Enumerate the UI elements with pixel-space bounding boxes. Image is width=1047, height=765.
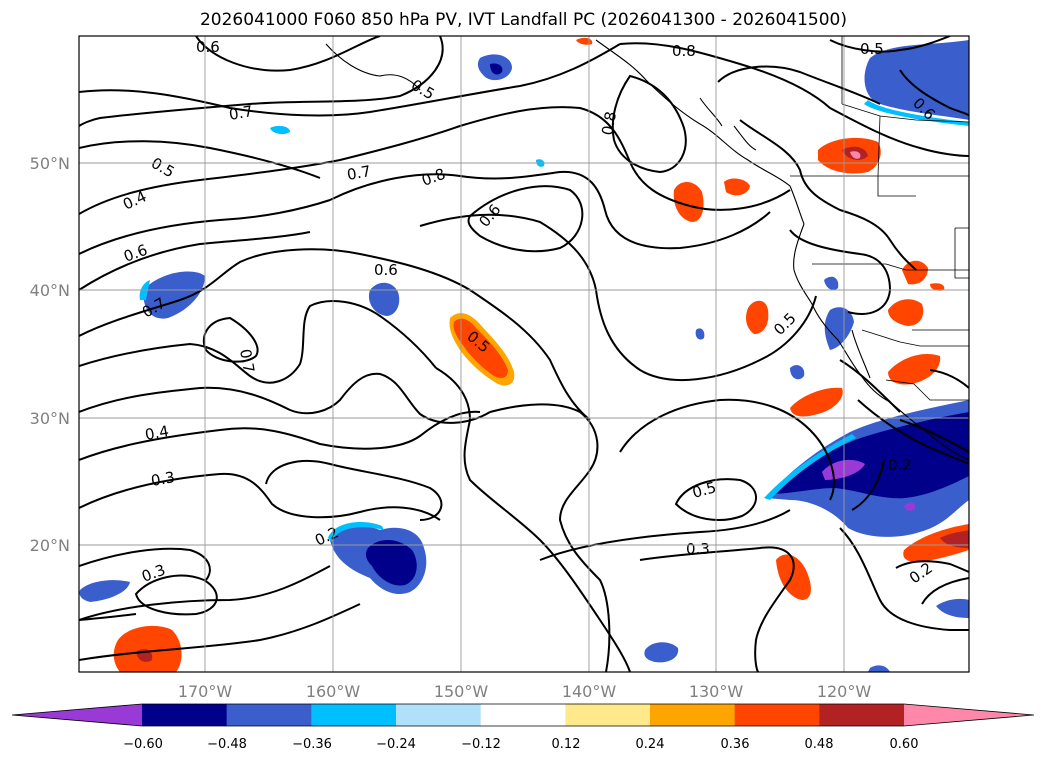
- colorbar-tick-label: 0.36: [721, 737, 750, 752]
- colorbar: [11, 703, 1035, 727]
- contour-label: 0.7: [228, 102, 255, 124]
- lat-label: 40°N: [30, 281, 70, 300]
- colorbar-segment: [480, 704, 566, 726]
- plot-frame: [78, 35, 970, 673]
- contour-label: 0.3: [686, 540, 710, 558]
- neg-anomaly-mid: [368, 282, 400, 316]
- neg-anomaly-sw: [79, 580, 130, 602]
- colorbar-segment: [734, 704, 820, 726]
- lat-label: 30°N: [30, 409, 70, 428]
- colorbar-tick-label: 0.24: [636, 737, 665, 752]
- map-title: 2026041000 F060 850 hPa PV, IVT Landfall…: [199, 10, 847, 30]
- colorbar-segment: [819, 704, 905, 726]
- colorbar-ticks: −0.60 −0.48 −0.36 −0.24 −0.12 0.12 0.24 …: [123, 737, 918, 752]
- lon-label: 120°W: [817, 682, 872, 701]
- colorbar-tick-label: −0.60: [123, 737, 163, 752]
- plot-area: [79, 36, 969, 672]
- lon-label: 130°W: [689, 682, 744, 701]
- political-borders: [790, 36, 969, 401]
- gridlines: [79, 36, 969, 672]
- colorbar-tick-label: 0.48: [805, 737, 834, 752]
- lon-label: 150°W: [434, 682, 489, 701]
- contour-label: 0.4: [144, 422, 171, 444]
- colorbar-extend-high: [904, 704, 1034, 726]
- contour-label: 0.6: [374, 261, 398, 279]
- lat-label: 50°N: [30, 154, 70, 173]
- colorbar-tick-label: −0.36: [292, 737, 332, 752]
- contour-label: 0.7: [236, 348, 258, 375]
- colorbar-segment: [650, 704, 736, 726]
- shaded-anomalies: [79, 37, 969, 672]
- lon-axis-labels: 170°W 160°W 150°W 140°W 130°W 120°W: [178, 682, 872, 701]
- colorbar-tick-label: 0.60: [890, 737, 919, 752]
- lat-axis-labels: 50°N 40°N 30°N 20°N: [30, 154, 70, 555]
- colorbar-tick-label: −0.24: [376, 737, 416, 752]
- colorbar-segment: [565, 704, 651, 726]
- neg-anomaly-south: [644, 642, 679, 663]
- colorbar-segment: [226, 704, 312, 726]
- neg-anomaly-ne: [864, 40, 969, 120]
- colorbar-tick-label: −0.48: [207, 737, 247, 752]
- contour-label: 0.5: [690, 478, 718, 502]
- contour-label: 0.8: [672, 42, 696, 60]
- neg-anomaly-e: [936, 598, 969, 618]
- lon-label: 170°W: [178, 682, 233, 701]
- colorbar-segment: [396, 704, 482, 726]
- contour-label: 0.6: [196, 38, 220, 56]
- colorbar-outline: [11, 703, 1035, 727]
- contour-label: 0.2: [888, 456, 912, 474]
- colorbar-segment: [311, 704, 397, 726]
- colorbar-tick-label: −0.12: [461, 737, 501, 752]
- colorbar-extend-low: [12, 704, 142, 726]
- colorbar-tick-label: 0.12: [552, 737, 581, 752]
- lon-label: 140°W: [562, 682, 617, 701]
- contour-label: 0.3: [150, 468, 177, 490]
- lat-label: 20°N: [30, 536, 70, 555]
- pv-contours: [79, 36, 969, 672]
- contour-label: 0.8: [598, 110, 620, 137]
- pos-anomaly-sw: [113, 625, 182, 672]
- lon-label: 160°W: [306, 682, 361, 701]
- contour-label: 0.5: [860, 40, 884, 58]
- colorbar-segment: [142, 704, 228, 726]
- contour-label: 0.7: [346, 162, 373, 184]
